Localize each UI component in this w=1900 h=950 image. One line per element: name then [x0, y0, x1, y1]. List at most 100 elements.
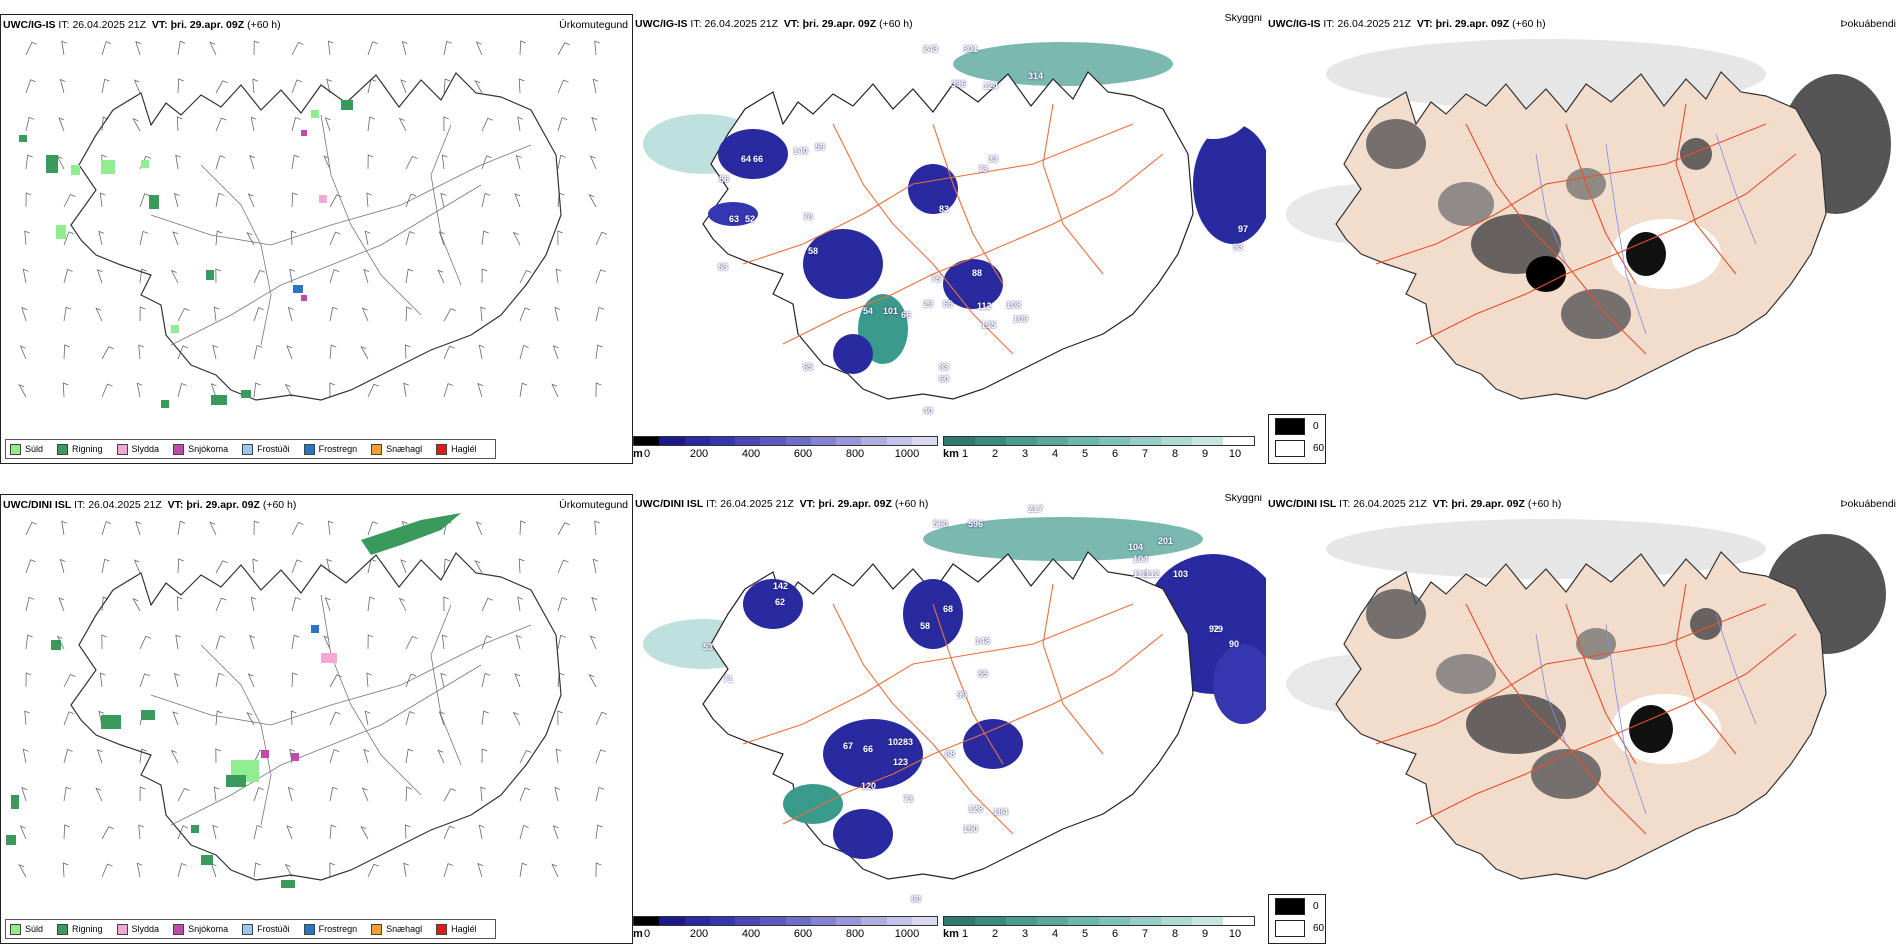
wind-barb [286, 345, 293, 360]
wind-barb [440, 672, 447, 688]
ceiling-value-label: 29 [923, 299, 934, 309]
visibility-panel-top: UWC/IG-IS IT: 26.04.2025 21Z VT: þri. 29… [633, 14, 1266, 464]
legend-swatch-sleet [116, 443, 128, 455]
wind-barb [95, 787, 103, 802]
wind-barb [591, 116, 598, 132]
ceiling-value-label: 58 [808, 246, 819, 256]
colorbar-tick-label: 600 [793, 928, 813, 940]
ceiling-value-label: 64 [741, 154, 752, 164]
ceiling-value-label: 55 [978, 669, 989, 679]
precip-legend: Súld Rigning Slydda Snjókoma Frostúði Fr… [5, 919, 496, 939]
wind-barb [21, 786, 28, 802]
ceiling-value-label: 73 [903, 794, 914, 804]
wind-barb [443, 863, 454, 878]
color-step [760, 437, 786, 445]
colorbar-tick-label: 1 [961, 448, 969, 460]
wind-barb [441, 154, 448, 170]
wind-barb [101, 78, 110, 94]
wind-barb [215, 192, 224, 208]
ceiling-unit: m [633, 448, 643, 460]
wind-barb [58, 597, 65, 612]
wind-barb [172, 711, 179, 726]
ceiling-unit: m [633, 928, 643, 940]
legend-item: Snæhagl [371, 923, 422, 935]
fog-key-value: 0 [1313, 420, 1319, 432]
wind-barb [136, 382, 143, 398]
wind-barb [551, 863, 559, 878]
wind-barb [329, 344, 337, 360]
wind-barb [405, 306, 412, 322]
wind-barb [215, 748, 221, 764]
wind-barb [133, 559, 141, 574]
wind-barb [404, 344, 411, 360]
ceiling-value-label: 59 [815, 142, 826, 152]
fog-panel-top: UWC/IG-IS IT: 26.04.2025 21Z VT: þri. 29… [1266, 14, 1900, 464]
ceiling-value-label: 86 [719, 174, 730, 184]
legend-item: Snjókoma [173, 443, 228, 455]
panel-header: UWC/IG-IS IT: 26.04.2025 21Z VT: þri. 29… [1268, 18, 1896, 34]
panel-header: UWC/DINI ISL IT: 26.04.2025 21Z VT: þri.… [1268, 498, 1896, 514]
ceiling-value-label: 560 [933, 519, 949, 529]
precip-type-panel-bottom: UWC/DINI ISL IT: 26.04.2025 21Z VT: þri.… [0, 494, 633, 944]
wind-barb [552, 345, 559, 360]
ceiling-value-label: 103 [1173, 569, 1189, 579]
wind-barb [19, 825, 27, 840]
colorbar-tick-label: 3 [1021, 448, 1029, 460]
model-name: UWC/DINI ISL [3, 499, 72, 511]
wind-barb [291, 154, 300, 170]
wind-barb [595, 231, 608, 246]
colorbar-tick-label: 9 [1201, 448, 1209, 460]
wind-barb [400, 79, 407, 94]
wind-barb [517, 116, 523, 132]
wind-barb [213, 306, 220, 322]
wind-barb [176, 596, 183, 612]
wind-barb [253, 862, 261, 878]
panel-title: Úrkomutegund [559, 499, 628, 511]
wind-barb [284, 863, 293, 878]
vt-value: þri. 29.apr. 09Z [170, 19, 245, 31]
legend-item: Haglél [436, 443, 477, 455]
wind-barb [291, 116, 301, 132]
legend-swatch-rain [57, 443, 69, 455]
legend-label: Súld [25, 924, 44, 934]
ceiling-value-label: 40 [923, 406, 934, 416]
wind-barb [481, 672, 491, 688]
wind-barb [403, 862, 409, 878]
wind-barb [177, 787, 190, 802]
colorbar-tick-label: 5 [1081, 928, 1089, 940]
wind-barb [96, 269, 103, 284]
fog-key-swatch-white [1275, 439, 1305, 457]
fog-index-patches [1366, 589, 1722, 799]
color-step [975, 917, 1006, 925]
wind-barb [21, 306, 28, 322]
wind-barb [139, 673, 150, 688]
fog-panel-bottom: UWC/DINI ISL IT: 26.04.2025 21Z VT: þri.… [1266, 494, 1900, 944]
colorbar-tick-label: 4 [1051, 448, 1059, 460]
precip-map-top [18, 40, 608, 408]
wind-barb [588, 674, 597, 688]
color-step [684, 437, 710, 445]
wind-barb [474, 80, 483, 94]
wind-barb [515, 154, 522, 170]
wind-barb [437, 749, 445, 764]
wind-barb [440, 192, 447, 208]
wind-barb [514, 193, 521, 208]
legend-swatch-freezing-rain [303, 443, 315, 455]
colorbar-tick-label: 400 [741, 928, 761, 940]
ceiling-value-label: 104 [1128, 542, 1144, 552]
wind-barb [592, 78, 599, 94]
ceiling-value-label: 65 [803, 362, 814, 372]
model-name: UWC/IG-IS [635, 18, 688, 30]
wind-barb [364, 230, 371, 246]
wind-barb [25, 116, 35, 132]
ceiling-value-label: 123 [893, 757, 909, 767]
legend-item: Súld [10, 923, 44, 935]
wind-barb [327, 40, 334, 56]
wind-barb [213, 786, 220, 802]
wind-barb [136, 862, 143, 878]
color-step [975, 437, 1006, 445]
ceiling-value-label: 108 [1006, 300, 1022, 310]
fog-key: 0 60 [1268, 414, 1326, 464]
color-step [861, 917, 887, 925]
wind-barb [519, 520, 526, 536]
